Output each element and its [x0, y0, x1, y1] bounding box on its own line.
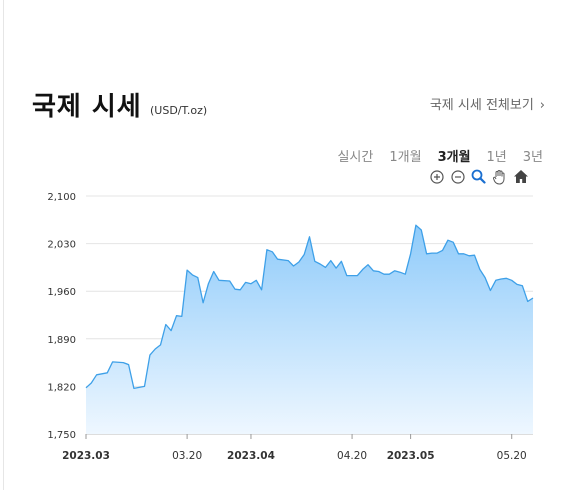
- y-tick-label: 1,820: [47, 382, 76, 393]
- period-tabs: 실시간 1개월 3개월 1년 3년: [337, 146, 543, 165]
- y-tick-label: 2,030: [47, 240, 76, 251]
- y-tick-label: 2,100: [47, 192, 76, 203]
- price-line: [85, 224, 534, 390]
- y-tick-label: 1,750: [47, 430, 76, 441]
- view-all-link[interactable]: 국제 시세 전체보기 ›: [430, 94, 545, 113]
- home-icon[interactable]: [512, 168, 529, 185]
- tab-1-month[interactable]: 1개월: [389, 150, 422, 165]
- tab-3-months[interactable]: 3개월: [437, 150, 471, 165]
- x-tick-label: 2023.03: [62, 450, 110, 462]
- tab-3-years[interactable]: 3년: [522, 150, 543, 165]
- view-all-label: 국제 시세 전체보기: [429, 98, 534, 113]
- y-axis: 2,100 2,030 1,960 1,890 1,820 1,750: [47, 192, 76, 441]
- price-area: [86, 225, 533, 434]
- zoom-out-icon[interactable]: [449, 168, 466, 185]
- tab-1-year[interactable]: 1년: [486, 150, 507, 165]
- magnifier-icon[interactable]: [470, 168, 487, 185]
- tab-realtime[interactable]: 실시간: [337, 150, 374, 165]
- x-tick-label: 05.20: [497, 450, 527, 462]
- zoom-in-icon[interactable]: [428, 168, 445, 185]
- chart-toolbar: [428, 168, 529, 185]
- x-tick-label: 03.20: [172, 450, 202, 462]
- unit-label: (USD/T.oz): [150, 104, 208, 117]
- x-axis: 2023.03 03.20 2023.04 04.20 2023.05 05.20: [62, 434, 527, 462]
- x-tick-label: 2023.04: [227, 450, 275, 462]
- page-title: 국제 시세: [32, 92, 142, 122]
- y-tick-label: 1,960: [47, 287, 76, 298]
- y-tick-label: 1,890: [47, 335, 76, 346]
- left-border: [3, 0, 4, 490]
- chevron-right-icon: ›: [539, 98, 545, 113]
- x-tick-label: 2023.05: [387, 450, 435, 462]
- x-tick-label: 04.20: [337, 450, 367, 462]
- pan-hand-icon[interactable]: [491, 168, 508, 185]
